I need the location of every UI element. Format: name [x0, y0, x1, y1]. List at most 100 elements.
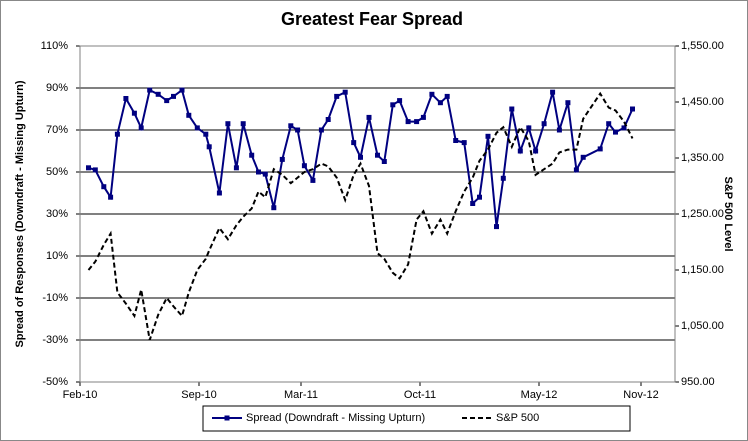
y-tick-label: 50%: [46, 166, 68, 178]
marker: [295, 127, 301, 133]
marker: [444, 93, 450, 99]
marker: [186, 112, 192, 118]
marker: [541, 121, 547, 127]
marker: [351, 140, 357, 146]
y-axis-title: Spread of Responses (Downdraft - Missing…: [14, 80, 26, 347]
marker: [485, 133, 491, 139]
marker: [533, 148, 539, 154]
legend-marker: [224, 415, 230, 421]
marker: [437, 100, 443, 106]
y-tick-label: -50%: [42, 376, 68, 388]
marker: [262, 171, 268, 177]
marker: [397, 98, 403, 104]
y-tick-label: 70%: [46, 124, 68, 136]
marker: [131, 110, 137, 116]
y2-tick-label: 1,250.00: [681, 208, 724, 220]
marker: [621, 125, 627, 131]
y2-tick-label: 1,150.00: [681, 264, 724, 276]
marker: [550, 89, 556, 95]
marker: [366, 114, 372, 120]
marker: [155, 91, 161, 97]
x-tick-label: Sep-10: [181, 389, 216, 401]
marker: [420, 114, 426, 120]
marker: [414, 119, 420, 125]
marker: [86, 165, 91, 171]
marker: [334, 93, 340, 99]
marker: [453, 138, 459, 143]
legend: [202, 405, 631, 432]
marker: [342, 89, 348, 95]
marker: [310, 177, 316, 183]
x-tick-label: Mar-11: [284, 389, 318, 401]
chart-title: Greatest Fear Spread: [281, 9, 463, 29]
marker: [101, 184, 107, 190]
marker: [573, 167, 579, 173]
marker: [194, 125, 200, 131]
y2-tick-label: 1,350.00: [681, 152, 724, 164]
marker: [390, 102, 396, 108]
x-tick-label: Oct-11: [404, 389, 436, 401]
y-tick-label: 30%: [46, 208, 68, 220]
marker: [92, 167, 98, 173]
marker: [565, 100, 571, 106]
y2-tick-label: 1,450.00: [681, 96, 724, 108]
marker: [114, 131, 120, 137]
marker: [606, 121, 612, 127]
marker: [206, 144, 212, 150]
marker: [597, 146, 603, 152]
marker: [123, 96, 129, 101]
marker: [461, 140, 467, 146]
y2-tick-label: 950.00: [681, 376, 715, 388]
y2-tick-label: 1,050.00: [681, 320, 724, 332]
marker: [164, 98, 170, 104]
marker: [301, 163, 307, 169]
marker: [279, 156, 285, 162]
marker: [517, 148, 523, 154]
marker: [509, 106, 515, 112]
x-tick-label: May-12: [521, 389, 558, 401]
marker: [138, 125, 144, 131]
legend-label: Spread (Downdraft - Missing Upturn): [246, 412, 425, 424]
y-tick-label: 110%: [41, 40, 69, 52]
marker: [171, 93, 176, 99]
marker: [470, 201, 476, 206]
marker: [240, 121, 246, 127]
marker: [580, 154, 586, 160]
marker: [179, 87, 185, 93]
marker: [630, 106, 635, 112]
y-tick-label: -30%: [42, 334, 68, 346]
marker: [613, 129, 618, 135]
marker: [147, 87, 153, 93]
y-tick-label: 90%: [46, 82, 68, 94]
marker: [477, 194, 482, 200]
marker: [405, 119, 411, 125]
marker: [318, 127, 324, 133]
marker: [288, 123, 294, 129]
marker: [325, 117, 331, 122]
marker: [256, 169, 261, 175]
plot-frame: [79, 45, 676, 383]
y-tick-label: 10%: [46, 250, 68, 262]
y2-tick-label: 1,550.00: [681, 40, 724, 52]
legend-label: S&P 500: [496, 412, 539, 424]
marker: [429, 91, 435, 97]
marker: [225, 121, 231, 127]
x-tick-label: Nov-12: [623, 389, 658, 401]
marker: [526, 125, 532, 131]
y-tick-label: -10%: [42, 292, 68, 304]
marker: [216, 190, 222, 196]
marker: [108, 194, 114, 200]
marker: [375, 152, 380, 158]
marker: [271, 205, 277, 211]
marker: [203, 131, 209, 137]
y2-axis-title: S&P 500 Level: [722, 176, 734, 251]
marker: [249, 152, 255, 158]
marker: [233, 165, 239, 171]
marker: [494, 224, 499, 230]
x-tick-label: Feb-10: [63, 389, 98, 401]
marker: [500, 175, 506, 181]
marker: [556, 127, 562, 133]
marker: [381, 159, 387, 164]
